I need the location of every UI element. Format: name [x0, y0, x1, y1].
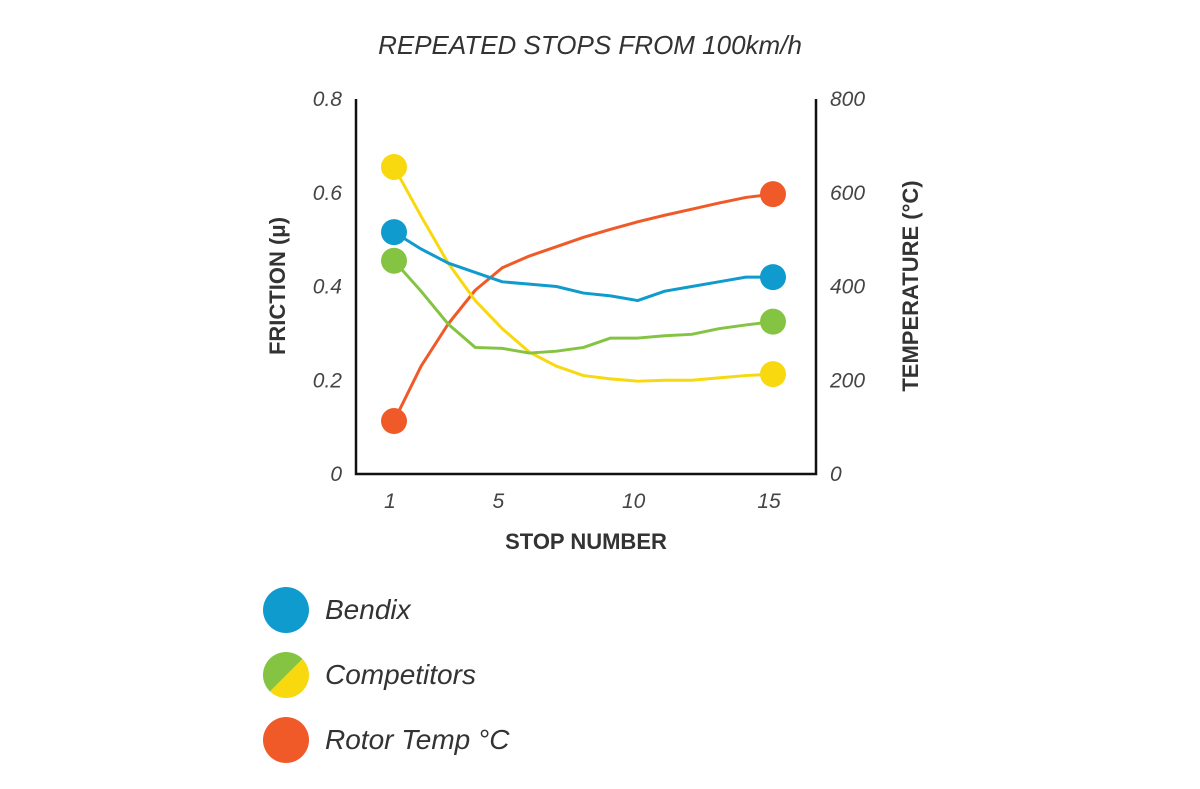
legend-label: Rotor Temp °C [325, 723, 510, 755]
data-point-marker [760, 308, 786, 335]
series-line [393, 230, 773, 303]
legend: Bendix Competitors Rotor Temp °C [263, 577, 509, 772]
data-point-marker [381, 153, 407, 180]
series-line [392, 192, 774, 422]
legend-item-competitors: Competitors [263, 642, 509, 707]
y2-tick-label: 800 [830, 88, 865, 111]
y2-tick-label: 200 [829, 369, 865, 392]
chart-title: REPEATED STOPS FROM 100km/h [378, 30, 802, 60]
legend-swatch-icon [263, 586, 309, 633]
x-tick-label: 15 [757, 490, 781, 513]
y-tick-label: 0.4 [313, 276, 342, 299]
y-tick-label: 0.8 [313, 88, 343, 111]
data-point-marker [760, 361, 786, 388]
axis-frame [354, 99, 818, 476]
y-tick-label: 0.6 [313, 182, 343, 205]
y2-tick-label: 400 [830, 276, 865, 299]
legend-label: Competitors [325, 658, 476, 690]
x-tick-label: 1 [384, 490, 396, 513]
x-tick-label: 5 [492, 490, 504, 513]
data-point-marker [760, 264, 786, 291]
data-point-marker [760, 181, 786, 208]
x-tick-label: 10 [622, 490, 646, 513]
legend-swatch-icon [263, 716, 309, 763]
x-axis-label: STOP NUMBER [505, 529, 667, 554]
data-point-marker [381, 408, 407, 435]
series-line [392, 259, 774, 355]
series-line [392, 166, 774, 383]
series [381, 153, 786, 435]
y2-tick-label: 600 [830, 182, 865, 205]
y-tick-label: 0 [330, 463, 342, 486]
legend-label: Bendix [325, 593, 411, 625]
y2-tick-label: 0 [830, 463, 842, 486]
data-point-marker [381, 247, 407, 274]
y-axis-label: FRICTION (μ) [265, 217, 290, 355]
legend-item-bendix: Bendix [263, 577, 509, 642]
legend-item-rotor-temp: Rotor Temp °C [263, 707, 509, 772]
y2-axis-label: TEMPERATURE (°C) [898, 180, 923, 391]
y-tick-label: 0.2 [313, 369, 343, 392]
legend-swatch-icon [263, 651, 309, 698]
data-point-marker [381, 219, 407, 246]
